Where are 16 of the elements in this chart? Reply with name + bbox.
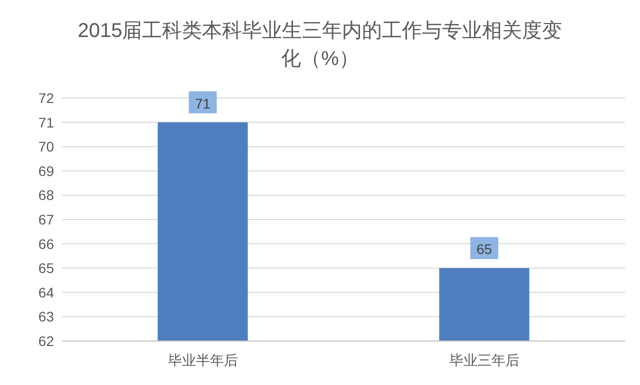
x-tick-label: 毕业半年后 xyxy=(168,352,238,368)
data-label: 65 xyxy=(476,241,492,258)
y-tick-label: 69 xyxy=(38,162,54,179)
y-tick-label: 72 xyxy=(38,90,54,106)
x-tick-label: 毕业三年后 xyxy=(449,352,520,368)
y-tick-label: 70 xyxy=(38,138,54,155)
y-tick-label: 71 xyxy=(38,114,54,130)
y-tick-label: 66 xyxy=(38,236,54,252)
y-tick-label: 67 xyxy=(38,212,54,228)
y-tick-label: 64 xyxy=(38,284,54,300)
y-tick-label: 62 xyxy=(38,333,54,349)
data-label: 71 xyxy=(194,95,211,112)
y-tick-label: 63 xyxy=(38,308,54,325)
y-tick-label: 68 xyxy=(38,187,54,204)
y-tick-label: 65 xyxy=(38,260,54,276)
title: 2015届工科类本科毕业生三年内的工作与专业相关度变化（%） xyxy=(78,20,562,70)
